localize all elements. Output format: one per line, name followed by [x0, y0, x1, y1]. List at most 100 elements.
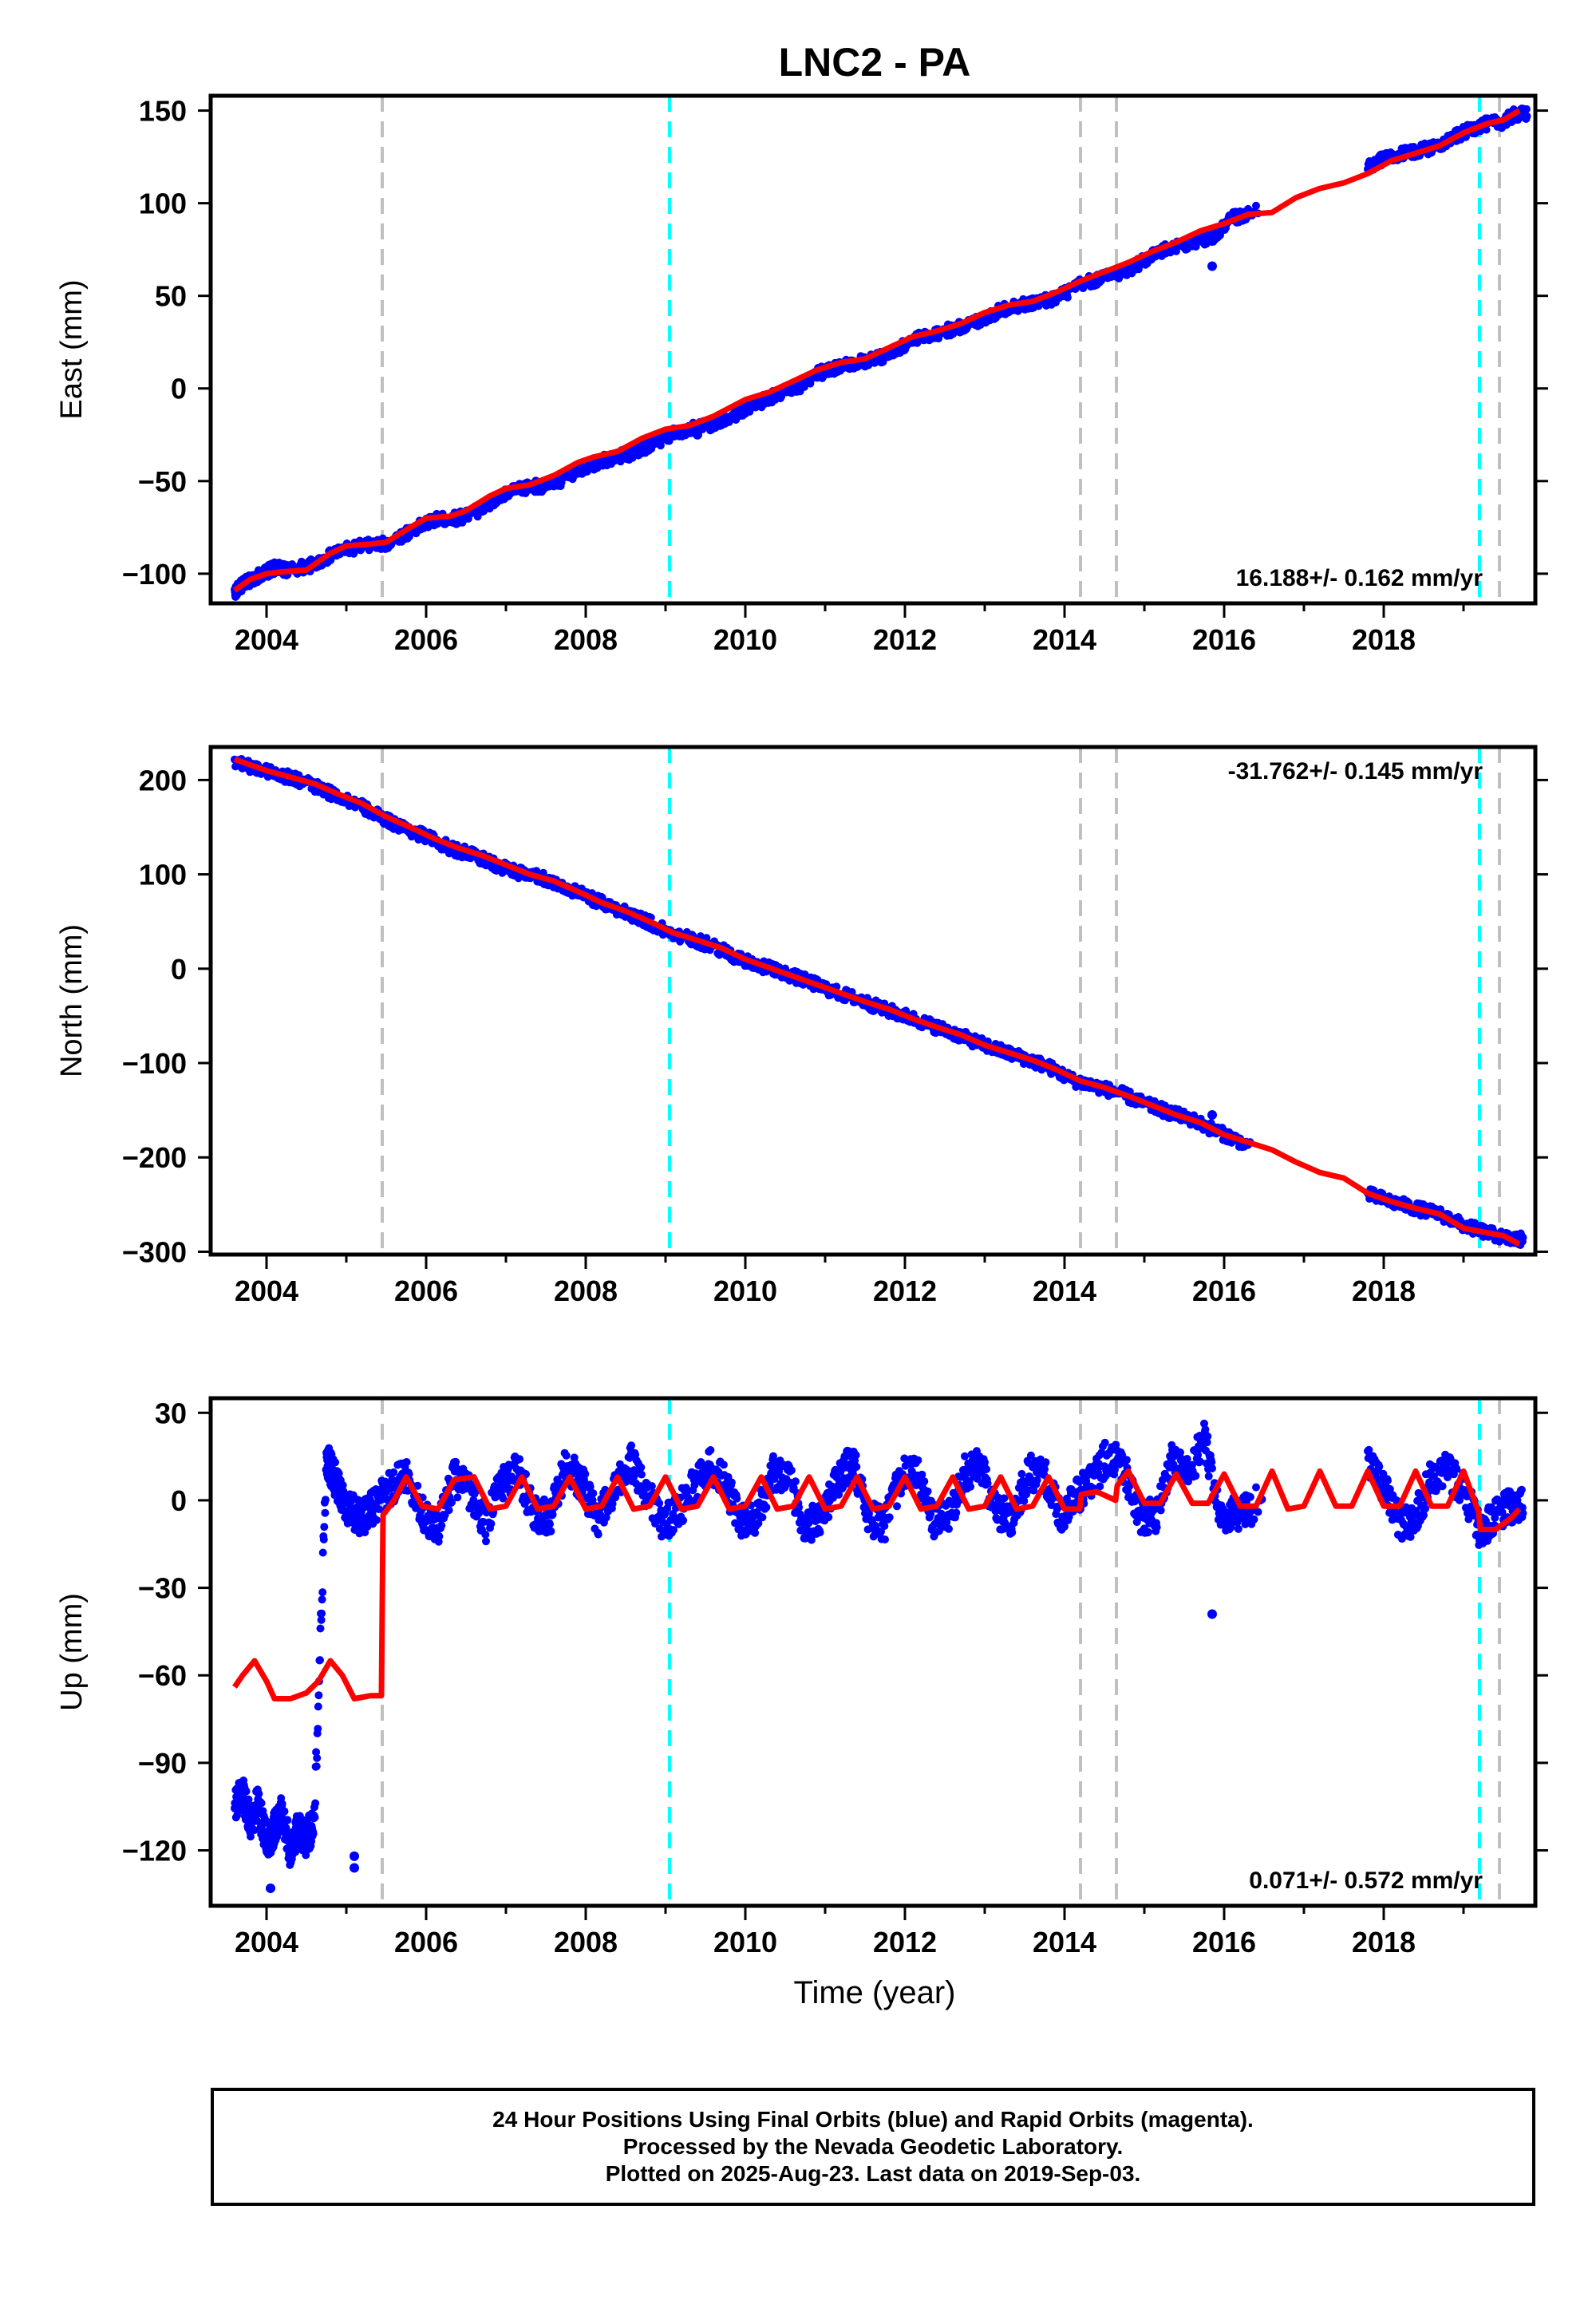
data-point [413, 1481, 422, 1490]
data-point [627, 1441, 636, 1450]
data-point [1029, 1486, 1038, 1495]
data-point [602, 1513, 610, 1522]
data-point [966, 1482, 975, 1491]
data-point [312, 1762, 321, 1771]
data-point [754, 1519, 763, 1528]
data-point [318, 1548, 327, 1557]
data-point [893, 1502, 901, 1511]
data-point [313, 1753, 322, 1762]
data-point [310, 1813, 319, 1822]
data-point [733, 1494, 741, 1503]
data-point [389, 1468, 398, 1476]
x-tick-label: 2012 [873, 1275, 937, 1307]
data-point [487, 1520, 496, 1528]
x-tick-label: 2006 [394, 623, 458, 656]
data-point [1062, 1494, 1071, 1503]
y-tick-label: 100 [139, 188, 187, 220]
data-point [1144, 1528, 1152, 1536]
x-tick-label: 2004 [235, 623, 298, 656]
data-point [321, 1496, 330, 1504]
data-point [435, 1532, 444, 1540]
data-point [1063, 293, 1072, 302]
data-point [291, 1848, 300, 1856]
data-point [338, 1481, 347, 1489]
data-point [314, 1725, 322, 1733]
data-point [316, 1656, 324, 1665]
data-point [1194, 1451, 1203, 1460]
data-point [801, 1534, 809, 1543]
data-point [719, 1460, 728, 1469]
data-point [918, 1470, 926, 1479]
x-tick-label: 2004 [235, 1275, 298, 1307]
y-tick-label: −50 [138, 465, 187, 498]
data-point [539, 1518, 548, 1527]
data-point [865, 1509, 873, 1518]
data-point [570, 1453, 579, 1462]
data-point [637, 1463, 646, 1472]
data-point [945, 1524, 953, 1533]
data-point [321, 1508, 330, 1517]
data-point [311, 1799, 320, 1808]
data-point [691, 1469, 700, 1478]
data-point [1156, 1506, 1165, 1515]
model-fit-line [233, 757, 1521, 1247]
data-point [851, 1451, 860, 1460]
x-tick-label: 2016 [1192, 1275, 1256, 1307]
north-rate-label: -31.762+/- 0.145 mm/yr [1228, 758, 1483, 785]
data-point [278, 1800, 286, 1808]
x-tick-label: 2008 [554, 623, 618, 656]
x-tick-label: 2008 [554, 1275, 618, 1307]
data-point [727, 1478, 736, 1487]
north-plot-area [231, 747, 1527, 1255]
outlier-point [1207, 1110, 1217, 1120]
y-tick-label: 100 [139, 859, 187, 891]
data-point [586, 1483, 595, 1491]
y-tick-label: −100 [122, 1047, 187, 1080]
data-point [816, 1528, 824, 1537]
data-point [448, 1498, 456, 1507]
y-tick-label: 0 [171, 373, 187, 405]
data-point [983, 1479, 992, 1488]
data-point [402, 1458, 411, 1466]
data-point [880, 1522, 889, 1531]
x-tick-label: 2010 [713, 1275, 777, 1307]
data-point [758, 1513, 767, 1522]
y-tick-label: 150 [139, 95, 187, 128]
data-point [594, 1530, 602, 1539]
east-y-axis-label: East (mm) [55, 279, 89, 419]
plot-frame [208, 745, 1538, 1257]
data-point [1041, 1465, 1049, 1473]
data-point [242, 1787, 251, 1796]
data-point [681, 1484, 690, 1492]
data-point [1234, 1524, 1242, 1533]
east-rate-label: 16.188+/- 0.162 mm/yr [1236, 565, 1483, 591]
north-y-axis-label: North (mm) [55, 924, 89, 1077]
data-point [548, 1510, 557, 1519]
data-point [1041, 1458, 1050, 1467]
data-point [317, 1615, 326, 1624]
data-point [952, 1508, 961, 1517]
data-point [706, 1446, 715, 1454]
data-point [835, 1490, 843, 1499]
data-point [257, 1799, 266, 1808]
data-point [1519, 1233, 1527, 1242]
y-tick-label: 200 [139, 764, 187, 796]
data-point [679, 1516, 688, 1524]
data-point [1096, 1482, 1104, 1491]
data-point [1252, 201, 1260, 210]
data-point [547, 1527, 555, 1535]
data-point [1523, 112, 1531, 121]
data-point [1110, 1465, 1119, 1474]
data-point [1482, 125, 1491, 134]
data-point [253, 1816, 262, 1825]
data-point [824, 1513, 833, 1521]
data-point [1522, 105, 1531, 113]
data-point [1112, 1441, 1120, 1449]
data-point [787, 1466, 796, 1475]
data-point [1191, 1472, 1200, 1480]
outlier-point [1207, 261, 1217, 271]
data-point [1204, 1472, 1213, 1480]
